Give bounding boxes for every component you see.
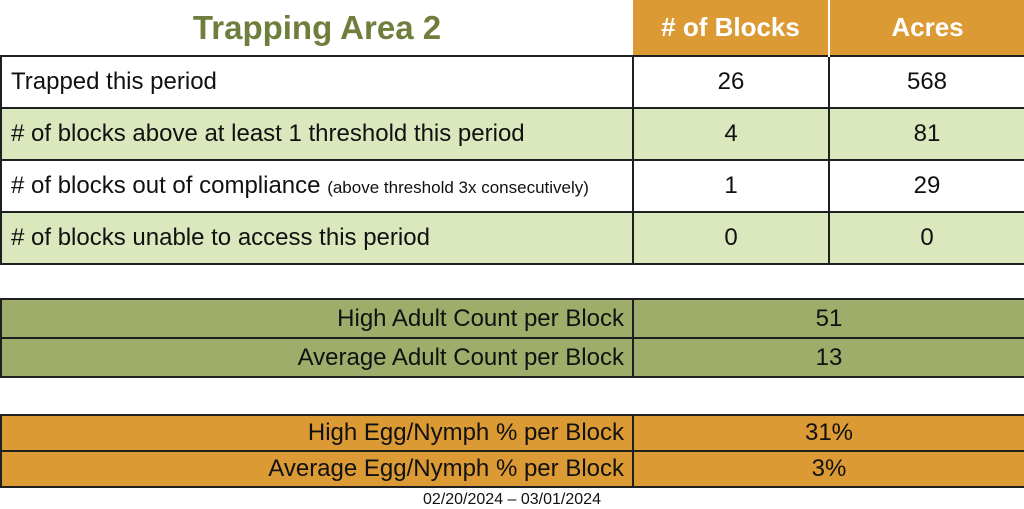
section-row: Average Egg/Nymph % per Block 3% [0,450,1024,488]
table-row: # of blocks above at least 1 threshold t… [0,107,1024,161]
row-label: # of blocks unable to access this period [0,211,634,265]
section-row: High Adult Count per Block 51 [0,298,1024,339]
section-value: 51 [632,298,1024,339]
section-label: Average Egg/Nymph % per Block [0,450,634,488]
cell-blocks: 4 [632,107,830,161]
column-header-acres: Acres [828,0,1024,56]
row-label-main: # of blocks out of compliance [11,172,321,199]
cell-blocks: 1 [632,159,830,213]
egg-nymph-section: High Egg/Nymph % per Block 31% Average E… [0,414,1024,488]
row-note: (above threshold 3x consecutively) [327,178,589,197]
section-row: Average Adult Count per Block 13 [0,337,1024,378]
date-range: 02/20/2024 – 03/01/2024 [423,491,601,508]
cell-acres: 81 [828,107,1024,161]
section-label: High Adult Count per Block [0,298,634,339]
adult-count-section: High Adult Count per Block 51 Average Ad… [0,298,1024,378]
section-value: 13 [632,337,1024,378]
cell-acres: 0 [828,211,1024,265]
cell-blocks: 0 [632,211,830,265]
trapping-summary-table: Trapping Area 2 # of Blocks Acres Trappe… [0,0,1024,265]
column-header-blocks: # of Blocks [633,0,829,56]
row-label: Trapped this period [0,55,634,109]
row-label: # of blocks above at least 1 threshold t… [0,107,634,161]
table-header-row: Trapping Area 2 # of Blocks Acres [1,0,1024,56]
row-label: # of blocks out of compliance (above thr… [0,159,634,213]
cell-blocks: 26 [632,55,830,109]
section-row: High Egg/Nymph % per Block 31% [0,414,1024,452]
table-row: # of blocks out of compliance (above thr… [0,159,1024,213]
section-value: 3% [632,450,1024,488]
cell-acres: 29 [828,159,1024,213]
section-label: Average Adult Count per Block [0,337,634,378]
report-title: Trapping Area 2 [192,8,442,46]
table-row: Trapped this period 26 568 [0,55,1024,109]
section-value: 31% [632,414,1024,452]
cell-acres: 568 [828,55,1024,109]
table-row: # of blocks unable to access this period… [0,211,1024,265]
section-label: High Egg/Nymph % per Block [0,414,634,452]
